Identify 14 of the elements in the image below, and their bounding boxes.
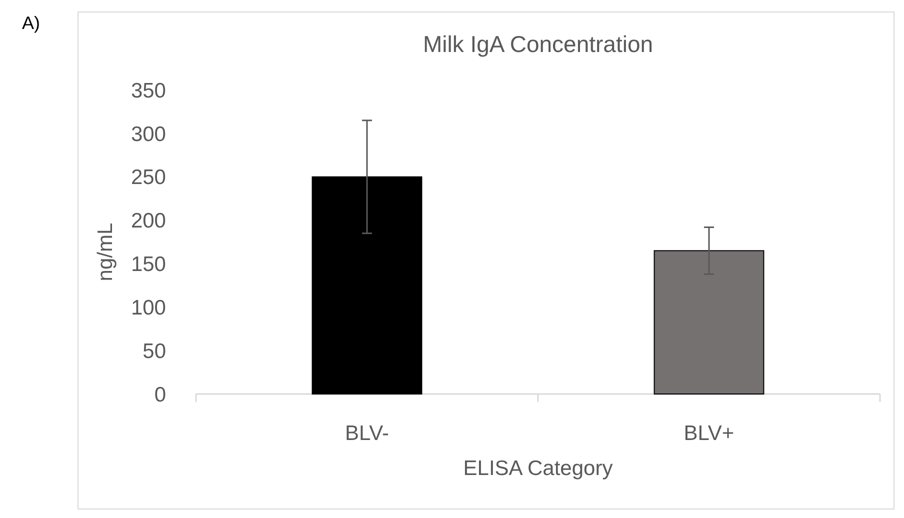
chart-title: Milk IgA Concentration xyxy=(422,31,654,57)
x-axis-title: ELISA Category xyxy=(463,457,614,480)
y-tick-label: 150 xyxy=(130,253,166,276)
y-axis-title: ng/mL xyxy=(94,222,117,282)
y-tick-label: 0 xyxy=(154,383,166,406)
x-tick-label: BLV+ xyxy=(684,422,734,445)
y-tick-label: 350 xyxy=(130,79,166,102)
y-tick-label: 250 xyxy=(130,166,166,190)
text: A) xyxy=(22,13,40,33)
y-tick-label: 200 xyxy=(130,210,166,233)
y-tick-label: 100 xyxy=(130,296,166,320)
y-tick-label: 50 xyxy=(142,340,166,363)
y-tick-label: 300 xyxy=(130,122,166,146)
x-tick-label: BLV- xyxy=(345,422,389,445)
